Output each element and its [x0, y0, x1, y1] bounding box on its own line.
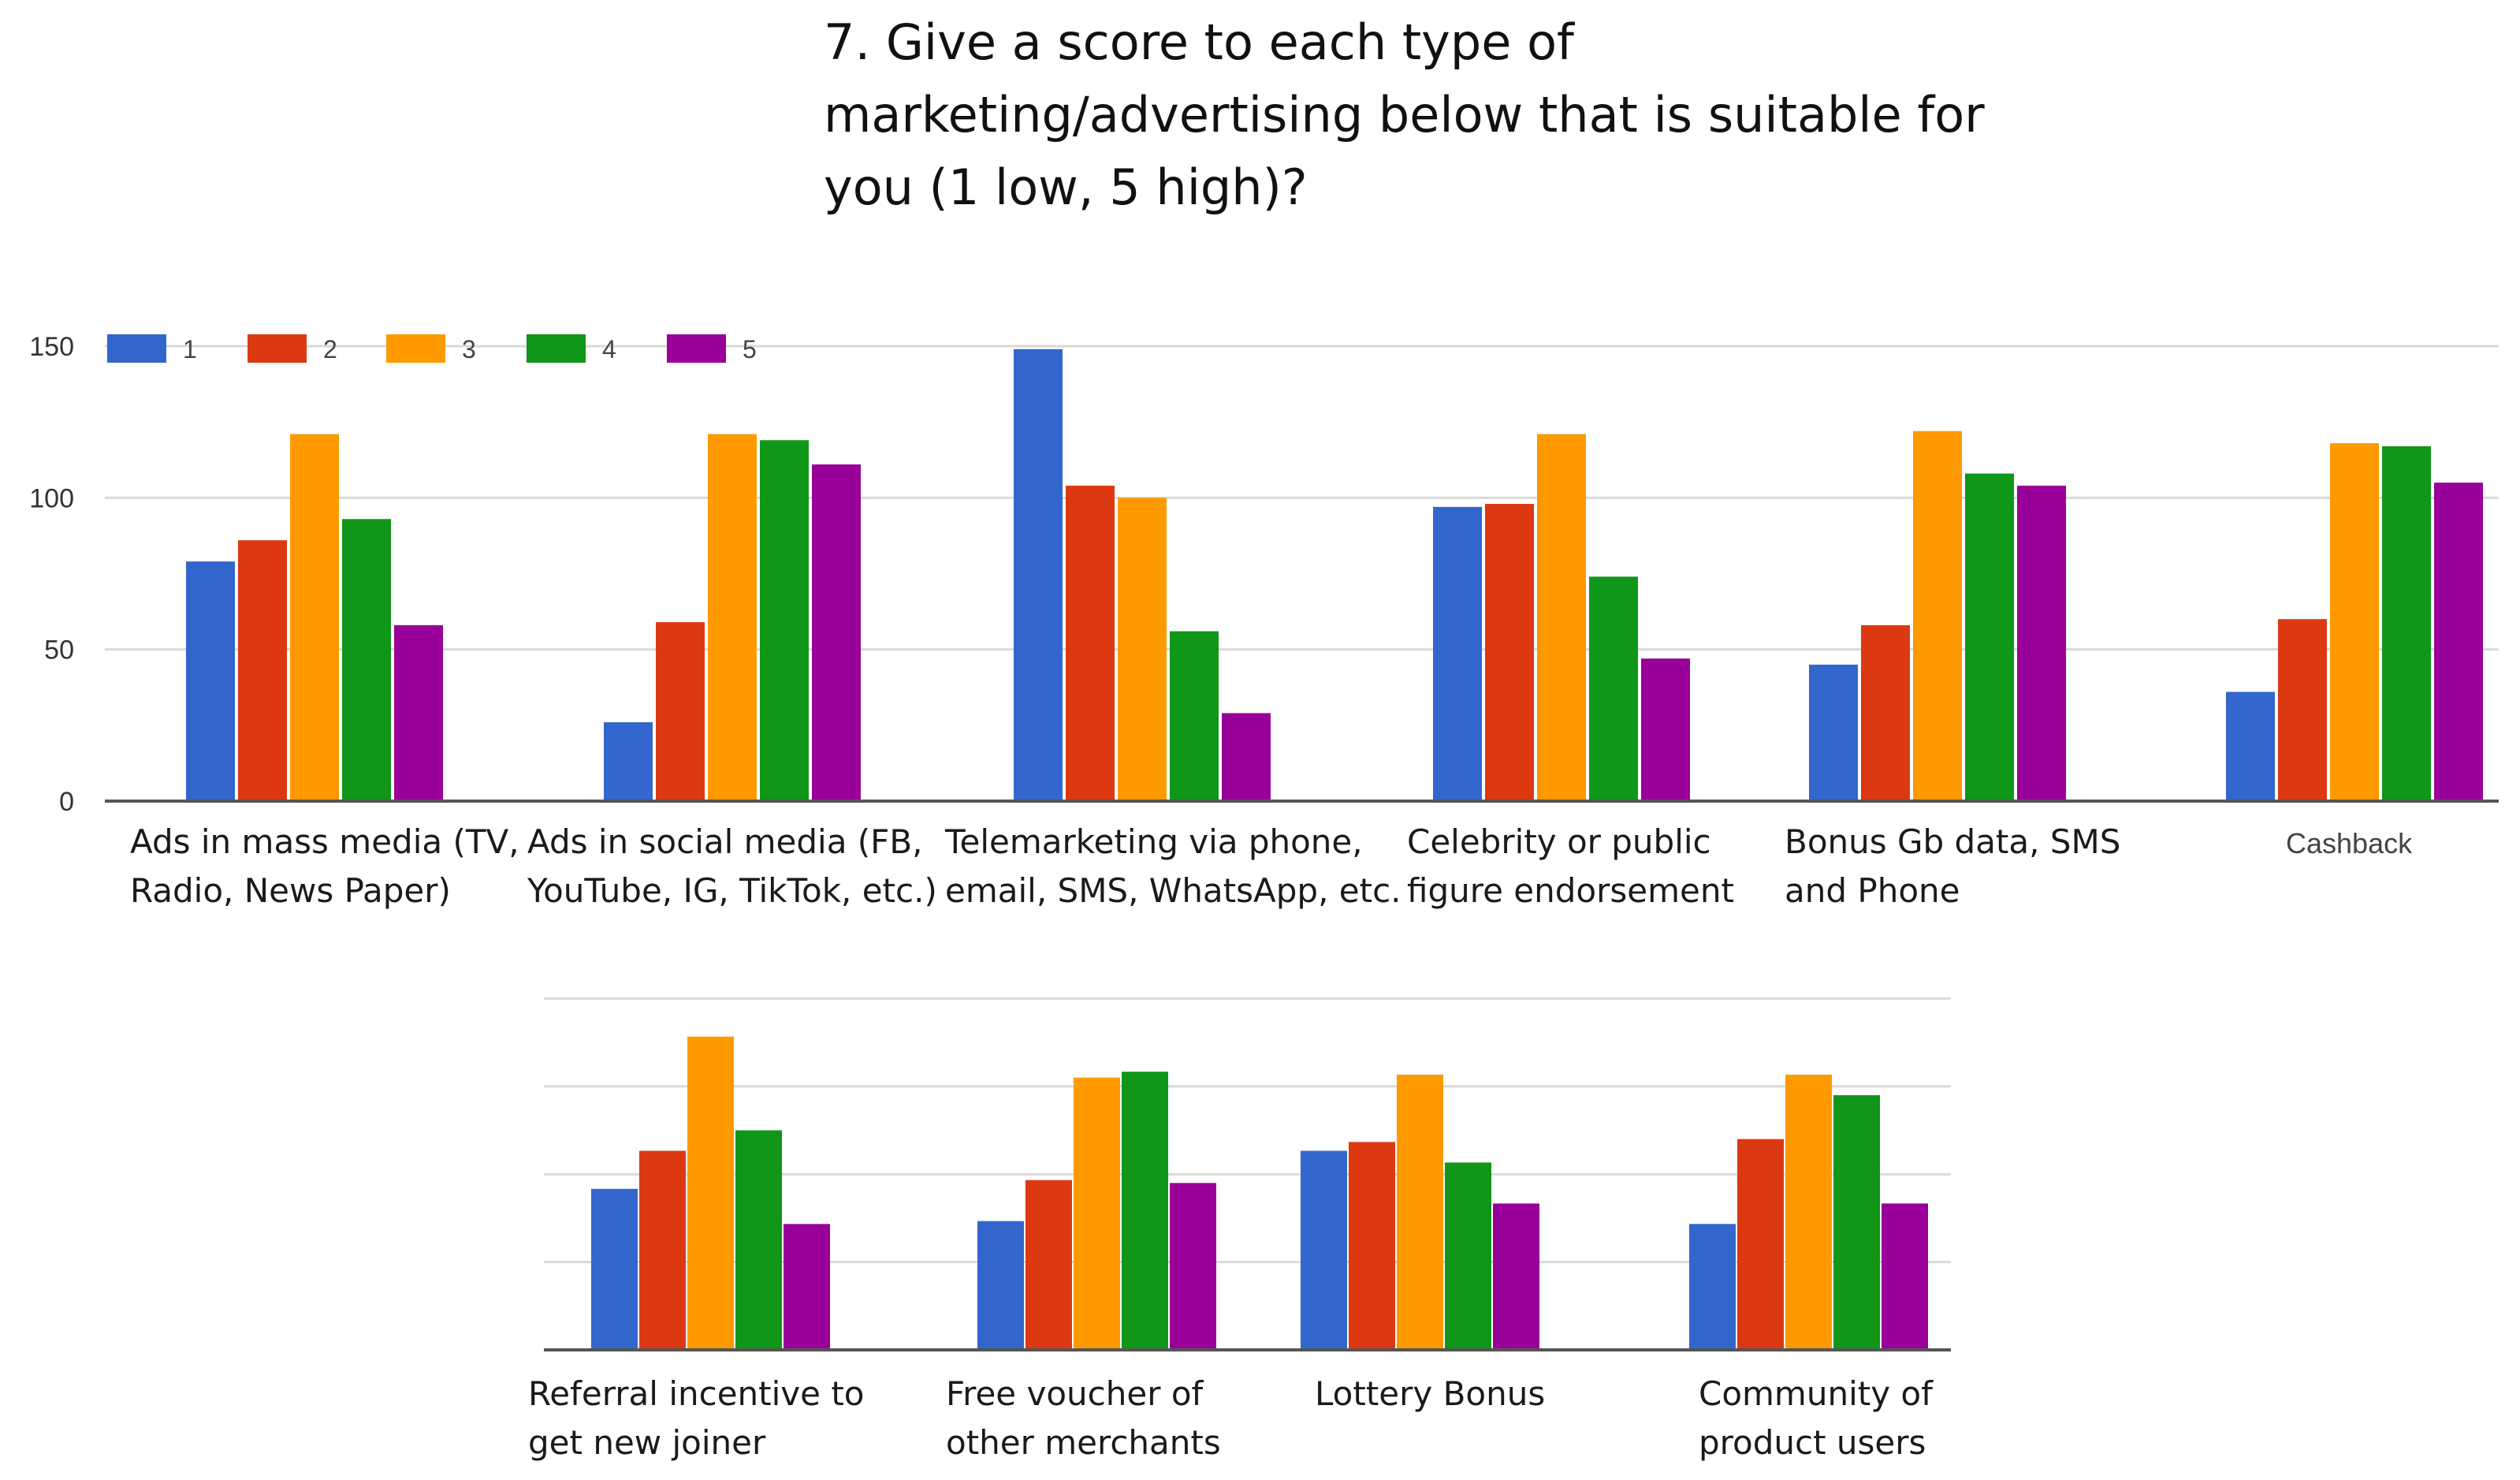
bottom-bar-2-score-3: [1074, 1077, 1120, 1350]
legend-swatch-4: [527, 334, 586, 363]
top-bar-6-score-1: [2226, 692, 2275, 801]
bottom-bar-4-score-2: [1737, 1139, 1784, 1350]
bottom-bar-2-score-5: [1170, 1183, 1216, 1350]
category-label: other merchants: [946, 1423, 1221, 1462]
top-bar-5-score-1: [1809, 664, 1858, 801]
top-bar-2-score-5: [812, 464, 861, 801]
legend-swatch-5: [667, 334, 726, 363]
category-label: Ads in mass media (TV,: [130, 822, 519, 861]
chart-title-line: 7. Give a score to each type of: [824, 13, 1574, 71]
category-label: figure endorsement: [1407, 871, 1734, 910]
top-bar-6-score-4: [2382, 445, 2431, 801]
top-bar-1-score-1: [186, 561, 235, 801]
category-label: Free voucher of: [946, 1374, 1204, 1413]
chart-title-line: marketing/advertising below that is suit…: [824, 86, 1985, 144]
top-bar-3-score-5: [1222, 713, 1271, 801]
category-label: get new joiner: [528, 1423, 766, 1462]
top-bar-2-score-2: [656, 622, 705, 801]
bottom-bar-1-score-4: [735, 1130, 782, 1350]
bottom-bar-4-score-5: [1882, 1203, 1928, 1350]
y-tick-label: 100: [29, 483, 74, 513]
category-label: Ads in social media (FB,: [527, 822, 923, 861]
bottom-bar-3-score-3: [1397, 1074, 1443, 1350]
top-panel: 0 50 100 150 Ads in mass media (TV, Radio, Ne…: [29, 332, 2499, 910]
top-bar-5-score-4: [1965, 473, 2014, 801]
top-bar-6-score-2: [2278, 619, 2327, 801]
bottom-bar-3-score-5: [1493, 1203, 1539, 1350]
bottom-bar-1-score-5: [784, 1224, 830, 1350]
category-label: Telemarketing via phone,: [944, 822, 1363, 861]
y-tick-label: 150: [29, 332, 74, 362]
bottom-bar-3-score-4: [1445, 1162, 1491, 1350]
category-label: Celebrity or public: [1407, 822, 1711, 861]
bottom-bar-4-score-1: [1689, 1224, 1736, 1350]
category-label: product users: [1699, 1423, 1926, 1462]
bottom-bar-4-score-4: [1833, 1094, 1880, 1350]
legend-swatch-2: [248, 334, 307, 363]
chart-title: 7. Give a score to each type of marketin…: [824, 6, 2006, 224]
bottom-bar-4-score-3: [1785, 1074, 1832, 1350]
top-bar-6-score-3: [2330, 443, 2379, 801]
bottom-bar-3-score-2: [1349, 1142, 1395, 1350]
category-label: and Phone: [1785, 871, 1960, 910]
bottom-bar-2-score-2: [1025, 1180, 1072, 1350]
top-bar-5-score-2: [1861, 624, 1910, 801]
legend: 1 2 3 4 5: [107, 334, 757, 363]
top-bar-1-score-2: [238, 540, 287, 801]
bottom-bar-1-score-3: [687, 1036, 734, 1350]
bottom-bar-2-score-4: [1122, 1072, 1168, 1350]
category-label: Radio, News Paper): [130, 871, 451, 910]
bottom-bar-1-score-1: [591, 1188, 638, 1350]
top-bar-3-score-2: [1066, 485, 1115, 801]
legend-label: 3: [462, 335, 476, 363]
category-label: Bonus Gb data, SMS: [1785, 822, 2120, 861]
top-bar-3-score-1: [1014, 349, 1063, 801]
top-bar-4-score-5: [1641, 658, 1690, 801]
chart-title-line: you (1 low, 5 high)?: [824, 158, 1308, 216]
top-bar-4-score-2: [1485, 504, 1534, 801]
top-bar-2-score-3: [708, 434, 757, 801]
top-bar-6-score-5: [2434, 483, 2483, 801]
top-bar-2-score-1: [604, 721, 653, 801]
category-label: YouTube, IG, TikTok, etc.): [527, 871, 937, 910]
category-label: Cashback: [2286, 827, 2413, 859]
legend-label: 2: [323, 335, 337, 363]
y-tick-label: 0: [59, 787, 74, 817]
legend-label: 1: [183, 335, 197, 363]
legend-swatch-3: [386, 334, 445, 363]
top-bar-4-score-3: [1537, 434, 1586, 801]
category-label: Lottery Bonus: [1315, 1374, 1545, 1413]
bottom-panel: Referral incentive to get new joiner Free …: [528, 997, 1951, 1462]
legend-label: 5: [743, 335, 757, 363]
legend-swatch-1: [107, 334, 166, 363]
top-bar-3-score-3: [1118, 498, 1167, 801]
top-bar-1-score-4: [342, 519, 391, 801]
top-bar-5-score-5: [2017, 485, 2066, 801]
y-tick-label: 50: [44, 636, 74, 665]
top-bar-4-score-4: [1589, 576, 1638, 801]
bottom-bar-2-score-1: [977, 1221, 1024, 1350]
top-bar-2-score-4: [760, 440, 809, 801]
category-label: email, SMS, WhatsApp, etc.: [945, 871, 1401, 910]
legend-label: 4: [602, 335, 616, 363]
category-label: Community of: [1699, 1374, 1934, 1413]
top-bar-1-score-3: [290, 434, 339, 801]
bottom-bar-1-score-2: [639, 1150, 686, 1350]
top-bar-1-score-5: [394, 624, 443, 801]
top-bar-5-score-3: [1913, 431, 1962, 801]
top-bar-4-score-1: [1433, 506, 1482, 801]
bottom-bar-3-score-1: [1301, 1150, 1347, 1350]
category-label: Referral incentive to: [528, 1374, 865, 1413]
top-bar-3-score-4: [1170, 631, 1219, 801]
